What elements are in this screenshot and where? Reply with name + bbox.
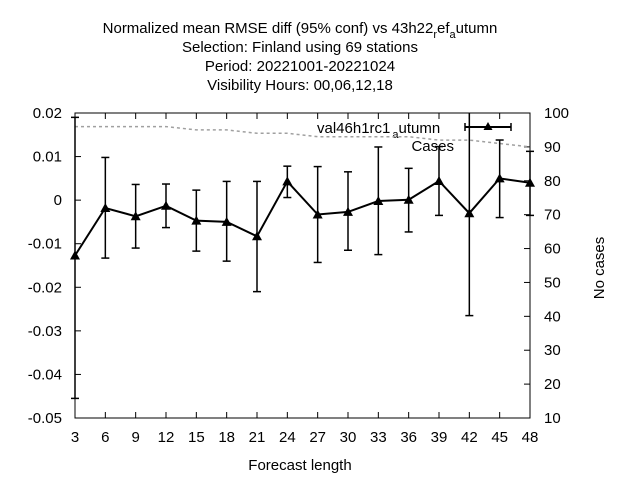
data-point	[161, 200, 171, 210]
y2-tick-label: 90	[544, 139, 561, 156]
title-line-1: Normalized mean RMSE diff (95% conf) vs …	[103, 20, 498, 41]
y2-tick-label: 50	[544, 274, 561, 291]
x-tick-label: 33	[370, 429, 387, 446]
y-tick-label: 0	[54, 192, 62, 209]
cases-line	[75, 125, 531, 148]
x-tick-label: 21	[249, 429, 266, 446]
legend: val46h1rc1 autumn Cases	[317, 120, 512, 155]
y2-tick-label: 70	[544, 207, 561, 224]
y2-tick-label: 100	[544, 105, 569, 122]
y-tick-label: 0.02	[33, 105, 62, 122]
y-tick-label: -0.05	[28, 410, 62, 427]
data-point	[494, 173, 505, 183]
x-tick-label: 3	[71, 429, 79, 446]
x-axis-label: Forecast length	[248, 457, 351, 474]
chart-title: Normalized mean RMSE diff (95% conf) vs …	[103, 20, 498, 94]
y-tick-label: -0.04	[28, 366, 62, 383]
x-tick-label: 9	[131, 429, 139, 446]
y2-tick-label: 30	[544, 342, 561, 359]
title-line-3: Period: 20221001-20221024	[205, 58, 395, 75]
legend-series-label: val46h1rc1 autumn	[317, 120, 440, 141]
y2-tick-label: 60	[544, 241, 561, 258]
x-tick-label: 48	[522, 429, 539, 446]
data-point	[373, 196, 384, 206]
y-tick-label: -0.03	[28, 323, 62, 340]
data-point	[252, 231, 262, 241]
y2-tick-label: 80	[544, 173, 561, 190]
data-point	[525, 177, 535, 187]
x-tick-label: 39	[431, 429, 448, 446]
y2-tick-label: 40	[544, 308, 561, 325]
data-point	[191, 215, 202, 225]
plot-area: 3 6 9 12 15 18 21 24 27 30 33 36 39 42 45 480.020.010-0…	[28, 105, 569, 446]
x-tick-label: 27	[309, 429, 326, 446]
x-tick-label: 6	[101, 429, 109, 446]
data-point	[312, 209, 323, 219]
x-tick-label: 12	[158, 429, 175, 446]
legend-series-marker	[483, 122, 493, 130]
x-tick-label: 24	[279, 429, 296, 446]
y-tick-label: -0.02	[28, 279, 62, 296]
plot-frame	[74, 112, 531, 419]
x-tick-label: 42	[461, 429, 478, 446]
y-tick-label: -0.01	[28, 236, 62, 253]
y-tick-label: 0.01	[33, 149, 62, 166]
y2-tick-label: 10	[544, 410, 561, 427]
data-point	[221, 216, 232, 226]
x-tick-label: 15	[188, 429, 205, 446]
legend-cases-label: Cases	[411, 138, 454, 155]
y2-axis-label: No cases	[591, 237, 608, 300]
x-tick-label: 18	[218, 429, 235, 446]
data-point	[464, 208, 475, 218]
series-line	[74, 177, 531, 257]
y2-tick-label: 20	[544, 376, 561, 393]
x-tick-label: 45	[491, 429, 508, 446]
x-tick-label: 36	[400, 429, 417, 446]
data-point	[70, 250, 80, 260]
data-point	[434, 175, 444, 185]
title-line-4: Visibility Hours: 00,06,12,18	[207, 77, 393, 94]
x-tick-label: 30	[340, 429, 357, 446]
data-point	[343, 206, 353, 216]
title-line-2: Selection: Finland using 69 stations	[182, 39, 418, 56]
data-point	[282, 176, 293, 186]
data-point	[100, 202, 111, 212]
data-point	[130, 211, 141, 221]
data-point	[403, 194, 414, 204]
